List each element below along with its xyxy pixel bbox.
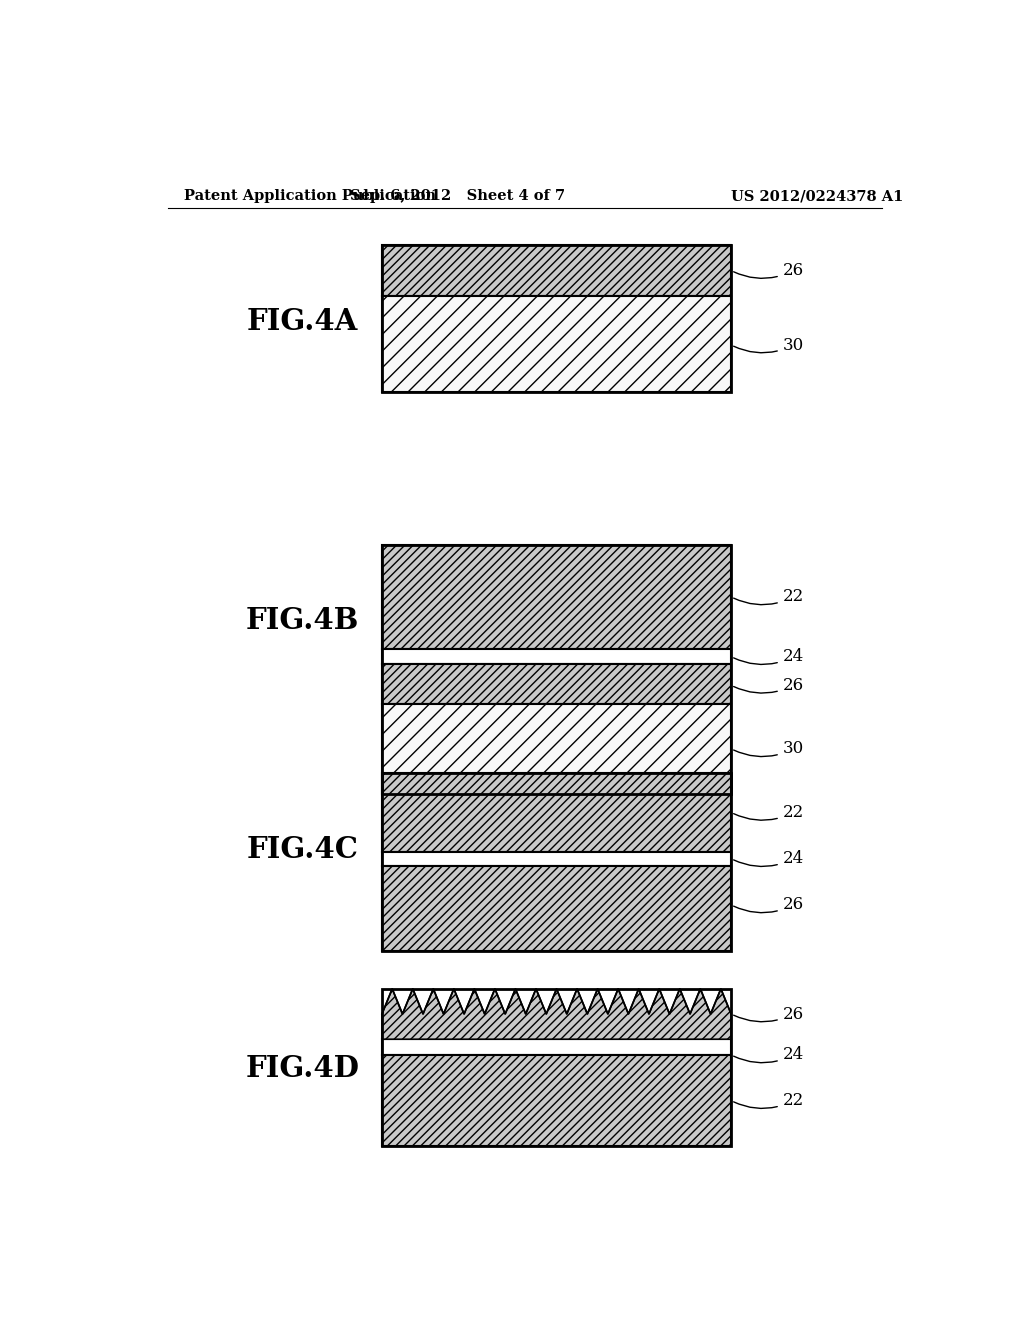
Bar	[382, 704, 731, 793]
Text: 30: 30	[733, 741, 804, 758]
Bar	[382, 545, 731, 793]
Bar	[382, 1055, 731, 1146]
Text: 24: 24	[733, 648, 804, 665]
Text: 26: 26	[733, 263, 804, 279]
Text: 22: 22	[733, 1092, 804, 1109]
Text: 24: 24	[733, 850, 804, 867]
Text: 22: 22	[733, 804, 804, 821]
Text: US 2012/0224378 A1: US 2012/0224378 A1	[731, 189, 903, 203]
Bar	[382, 774, 731, 952]
Text: 24: 24	[733, 1047, 804, 1064]
Text: FIG.4D: FIG.4D	[246, 1053, 359, 1082]
Text: FIG.4B: FIG.4B	[246, 606, 359, 635]
Text: 30: 30	[733, 337, 804, 354]
Text: 22: 22	[733, 589, 804, 606]
Bar	[382, 866, 731, 952]
Bar	[382, 989, 731, 1146]
Text: 26: 26	[733, 896, 804, 913]
Bar	[382, 774, 731, 851]
Bar	[382, 1039, 731, 1055]
Bar	[382, 851, 731, 866]
Text: 26: 26	[733, 677, 804, 694]
Bar	[382, 297, 731, 392]
Bar	[382, 545, 731, 649]
Bar	[382, 244, 731, 297]
Bar	[382, 244, 731, 392]
Text: FIG.4A: FIG.4A	[247, 306, 358, 335]
Bar	[382, 664, 731, 704]
Text: FIG.4C: FIG.4C	[247, 836, 358, 865]
Text: Patent Application Publication: Patent Application Publication	[183, 189, 435, 203]
Text: 26: 26	[733, 1006, 804, 1023]
Text: Sep. 6, 2012   Sheet 4 of 7: Sep. 6, 2012 Sheet 4 of 7	[350, 189, 565, 203]
Polygon shape	[382, 989, 731, 1039]
Bar	[382, 649, 731, 664]
